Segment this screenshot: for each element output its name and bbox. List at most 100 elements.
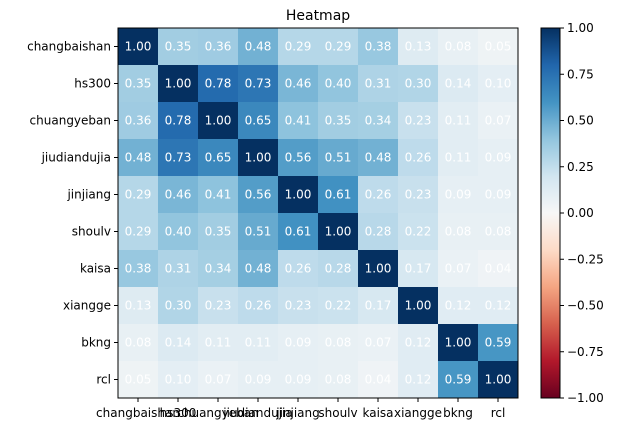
heatmap-cell xyxy=(158,213,199,251)
cell-value-label: 0.29 xyxy=(325,40,352,54)
cell-value-label: 1.00 xyxy=(245,151,272,165)
y-tick-label: xiangge xyxy=(63,299,111,313)
y-tick-label: changbaishan xyxy=(27,40,111,54)
heatmap-cell xyxy=(478,324,519,362)
cell-value-label: 0.14 xyxy=(445,77,472,91)
cell-value-label: 0.08 xyxy=(325,373,352,387)
cell-value-label: 0.59 xyxy=(485,336,512,350)
heatmap-cell xyxy=(398,213,439,251)
cell-value-label: 1.00 xyxy=(325,225,352,239)
heatmap-cell xyxy=(158,102,199,140)
cell-value-label: 0.13 xyxy=(125,299,152,313)
cell-value-label: 0.04 xyxy=(485,262,512,276)
cell-value-label: 0.46 xyxy=(165,188,192,202)
x-tick-label: rcl xyxy=(491,406,506,420)
heatmap-cell xyxy=(278,28,319,66)
heatmap-cell xyxy=(438,213,479,251)
heatmap-cell xyxy=(158,250,199,288)
heatmap-cell xyxy=(358,139,399,177)
heatmap-cell xyxy=(118,250,159,288)
heatmap-cell xyxy=(358,287,399,325)
cell-value-label: 0.23 xyxy=(205,299,232,313)
cell-value-label: 0.56 xyxy=(245,188,272,202)
heatmap-cell xyxy=(398,139,439,177)
cell-value-label: 0.48 xyxy=(125,151,152,165)
cell-value-label: 0.34 xyxy=(205,262,232,276)
cell-value-label: 1.00 xyxy=(205,114,232,128)
heatmap-cell xyxy=(278,65,319,103)
heatmap-cell xyxy=(158,324,199,362)
heatmap-cell xyxy=(358,102,399,140)
heatmap-cell xyxy=(238,65,279,103)
x-tick-label: shoulv xyxy=(318,406,357,420)
cell-value-label: 0.23 xyxy=(285,299,312,313)
cell-value-label: 0.08 xyxy=(125,336,152,350)
heatmap-cell xyxy=(438,250,479,288)
heatmap-cell xyxy=(438,28,479,66)
heatmap-cell xyxy=(478,65,519,103)
cell-value-label: 0.12 xyxy=(405,336,432,350)
cell-value-label: 0.73 xyxy=(165,151,192,165)
cell-value-label: 0.05 xyxy=(485,40,512,54)
cell-value-label: 0.35 xyxy=(325,114,352,128)
cell-value-label: 0.35 xyxy=(165,40,192,54)
cell-value-label: 0.08 xyxy=(485,225,512,239)
heatmap-cell xyxy=(238,139,279,177)
cell-value-label: 0.36 xyxy=(125,114,152,128)
cell-value-label: 1.00 xyxy=(485,373,512,387)
x-tick-label: chuangyeban xyxy=(177,406,258,420)
cell-value-label: 0.11 xyxy=(445,151,472,165)
cell-value-label: 0.36 xyxy=(205,40,232,54)
cell-value-label: 1.00 xyxy=(165,77,192,91)
heatmap-cell xyxy=(118,65,159,103)
heatmap-cell xyxy=(478,250,519,288)
cell-value-label: 0.51 xyxy=(325,151,352,165)
chart-title: Heatmap xyxy=(286,8,350,24)
y-tick-label: bkng xyxy=(81,336,111,350)
cell-value-label: 0.12 xyxy=(405,373,432,387)
y-tick-label: jiudiandujia xyxy=(41,151,111,165)
cell-value-label: 0.30 xyxy=(165,299,192,313)
cell-value-label: 0.28 xyxy=(365,225,392,239)
heatmap-cell xyxy=(398,287,439,325)
heatmap-cell xyxy=(478,102,519,140)
cell-value-label: 0.09 xyxy=(285,373,312,387)
heatmap-cell xyxy=(158,361,199,399)
colorbar-tick-label: −0.25 xyxy=(567,252,604,266)
y-tick-label: rcl xyxy=(96,373,111,387)
heatmap-cell xyxy=(398,361,439,399)
cell-value-label: 0.40 xyxy=(325,77,352,91)
heatmap-cell xyxy=(438,176,479,214)
cell-value-label: 0.38 xyxy=(365,40,392,54)
colorbar-tick-label: 0.00 xyxy=(567,206,594,220)
cell-value-label: 0.78 xyxy=(165,114,192,128)
cell-value-label: 0.09 xyxy=(485,151,512,165)
cell-value-label: 0.22 xyxy=(325,299,352,313)
heatmap-cell xyxy=(198,176,239,214)
heatmap-cell xyxy=(198,65,239,103)
heatmap-cell xyxy=(238,361,279,399)
heatmap-cell xyxy=(478,139,519,177)
cell-value-label: 0.23 xyxy=(405,114,432,128)
cell-value-label: 0.65 xyxy=(205,151,232,165)
heatmap-cell xyxy=(318,139,359,177)
cell-value-label: 0.07 xyxy=(485,114,512,128)
cell-value-label: 0.17 xyxy=(365,299,392,313)
cell-value-label: 0.41 xyxy=(285,114,312,128)
heatmap-cell xyxy=(278,324,319,362)
y-tick-label: shoulv xyxy=(72,225,111,239)
x-tick-label: kaisa xyxy=(362,406,393,420)
heatmap-cell xyxy=(198,287,239,325)
heatmap-cell xyxy=(438,287,479,325)
heatmap-cell xyxy=(358,250,399,288)
y-tick-label: hs300 xyxy=(74,77,111,91)
heatmap-cell xyxy=(478,287,519,325)
heatmap-cell xyxy=(478,361,519,399)
heatmap-cell xyxy=(438,65,479,103)
cell-value-label: 0.09 xyxy=(285,336,312,350)
cell-value-label: 0.12 xyxy=(445,299,472,313)
heatmap-cell xyxy=(118,28,159,66)
colorbar-ticks: 1.00 0.75 0.50 0.25 0.00 −0.25 −0.50 −0.75 −1.00 xyxy=(560,21,604,405)
heatmap-cell xyxy=(318,324,359,362)
